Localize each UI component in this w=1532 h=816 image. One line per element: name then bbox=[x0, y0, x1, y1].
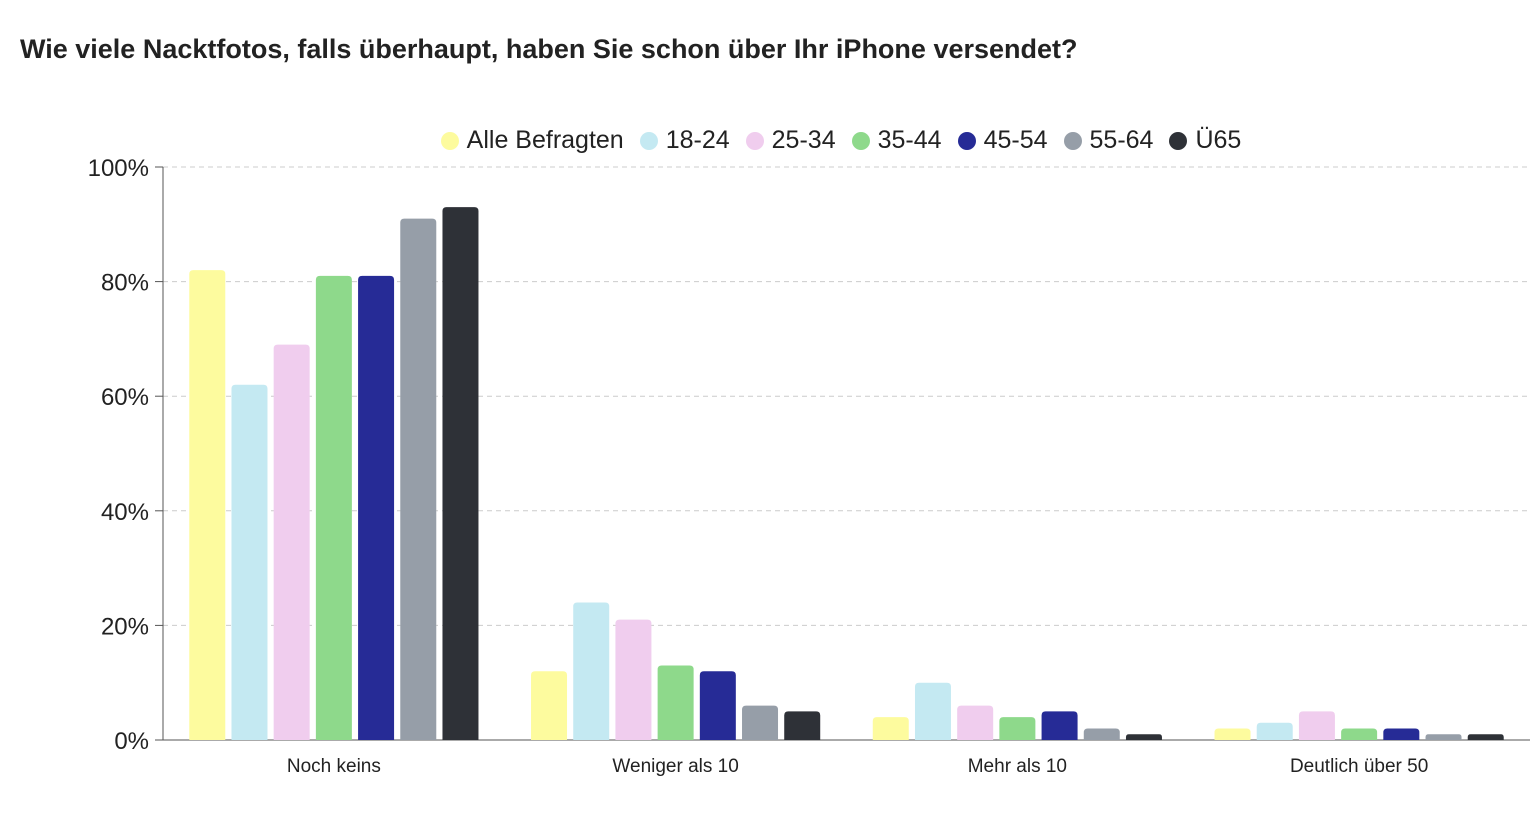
legend-swatch bbox=[745, 131, 764, 150]
legend-swatch bbox=[1063, 131, 1082, 150]
legend-label: 18-24 bbox=[665, 126, 730, 154]
legend-swatch bbox=[851, 131, 870, 150]
bar[interactable] bbox=[657, 665, 694, 740]
bar[interactable] bbox=[872, 717, 909, 740]
chart-legend: Alle Befragten 18-24 25-34 35-44 45-54 55-64 Ü… bbox=[0, 126, 1532, 155]
bar[interactable] bbox=[1467, 734, 1504, 740]
bar[interactable] bbox=[1425, 734, 1462, 740]
legend-item[interactable]: Alle Befragten bbox=[440, 126, 624, 155]
legend-item[interactable]: 45-54 bbox=[957, 126, 1048, 155]
bar[interactable] bbox=[1041, 711, 1078, 740]
bar[interactable] bbox=[1125, 734, 1162, 740]
legend-item[interactable]: 35-44 bbox=[851, 126, 942, 155]
bar[interactable] bbox=[1083, 728, 1120, 740]
legend-swatch bbox=[957, 131, 976, 150]
bar[interactable] bbox=[1214, 728, 1251, 740]
x-category-label: Deutlich über 50 bbox=[1290, 756, 1428, 777]
bar[interactable] bbox=[315, 275, 352, 740]
bar[interactable] bbox=[699, 671, 736, 740]
bar[interactable] bbox=[273, 344, 310, 740]
legend-label: 35-44 bbox=[877, 126, 942, 154]
bar[interactable] bbox=[531, 671, 568, 740]
bar[interactable] bbox=[1298, 711, 1335, 740]
bar[interactable] bbox=[1383, 728, 1420, 740]
bar[interactable] bbox=[914, 682, 951, 740]
x-category-label: Noch keins bbox=[287, 756, 381, 777]
legend-item[interactable]: 25-34 bbox=[745, 126, 836, 155]
bar[interactable] bbox=[615, 619, 652, 740]
legend-label: 45-54 bbox=[983, 126, 1048, 154]
legend-item[interactable]: 55-64 bbox=[1063, 126, 1154, 155]
bar[interactable] bbox=[358, 275, 395, 740]
bar[interactable] bbox=[742, 705, 779, 740]
y-tick-label: 60% bbox=[101, 384, 149, 411]
legend-label: 55-64 bbox=[1089, 126, 1154, 154]
bar[interactable] bbox=[1341, 728, 1378, 740]
bar[interactable] bbox=[784, 711, 821, 740]
x-category-label: Mehr als 10 bbox=[968, 756, 1067, 777]
x-category-label: Weniger als 10 bbox=[612, 756, 738, 777]
bar[interactable] bbox=[957, 705, 994, 740]
chart-title: Wie viele Nacktfotos, falls überhaupt, h… bbox=[20, 34, 1078, 64]
bar[interactable] bbox=[189, 270, 226, 740]
legend-label: Alle Befragten bbox=[466, 126, 624, 154]
y-tick-label: 0% bbox=[114, 728, 149, 755]
bar[interactable] bbox=[999, 717, 1036, 740]
bar[interactable] bbox=[400, 218, 437, 740]
y-tick-label: 100% bbox=[88, 155, 149, 182]
bar[interactable] bbox=[573, 602, 610, 740]
legend-swatch bbox=[1169, 131, 1188, 150]
bar[interactable] bbox=[442, 207, 479, 741]
legend-swatch bbox=[440, 131, 459, 150]
y-tick-label: 80% bbox=[101, 270, 149, 297]
bar[interactable] bbox=[1256, 722, 1293, 740]
y-tick-label: 40% bbox=[101, 499, 149, 526]
legend-label: Ü65 bbox=[1195, 126, 1242, 154]
legend-swatch bbox=[639, 131, 658, 150]
legend-item[interactable]: 18-24 bbox=[639, 126, 730, 155]
legend-item[interactable]: Ü65 bbox=[1169, 126, 1241, 155]
bar[interactable] bbox=[231, 384, 268, 740]
y-tick-label: 20% bbox=[101, 613, 149, 640]
legend-label: 25-34 bbox=[771, 126, 836, 154]
